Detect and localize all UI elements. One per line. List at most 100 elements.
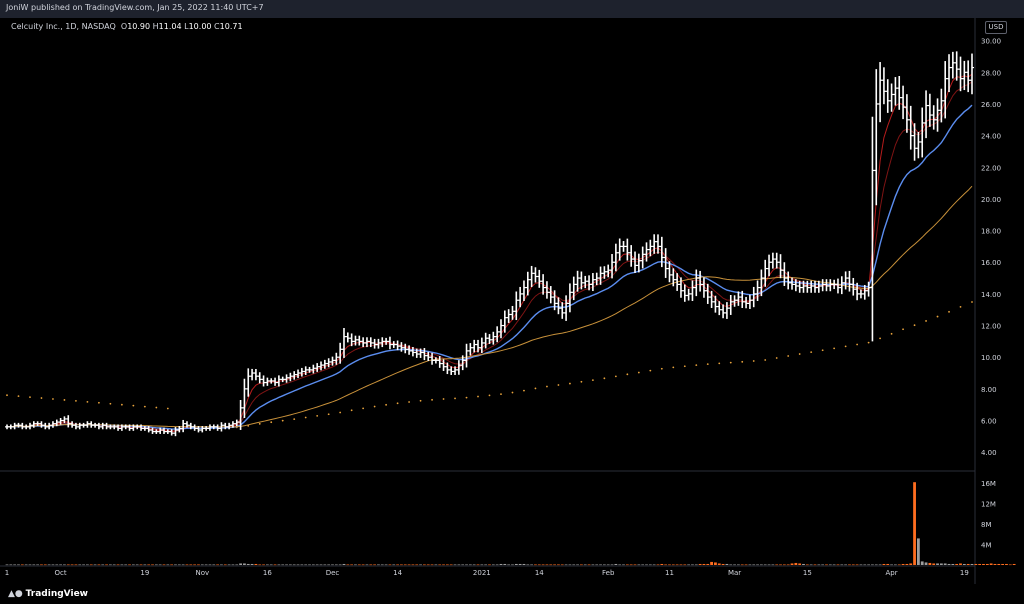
- ohlc-bar: [468, 343, 473, 356]
- ohlc-bar: [927, 93, 932, 127]
- ohlc-bar: [832, 279, 837, 290]
- volume-bar: [951, 563, 955, 565]
- dotted-ma-point: [591, 379, 594, 381]
- volume-bar: [369, 564, 373, 566]
- volume-bar: [220, 564, 223, 566]
- ohlc-bar: [445, 362, 450, 375]
- ohlc-bar: [912, 123, 917, 161]
- symbol-legend: Celcuity Inc., 1D, NASDAQ O10.90 H11.04 …: [11, 22, 243, 31]
- ohlc-bar: [410, 346, 415, 357]
- volume-bar: [147, 564, 151, 566]
- ohlc-bar: [866, 281, 871, 297]
- dotted-moving-average: [6, 301, 973, 429]
- ohlc-bar: [165, 429, 170, 434]
- ohlc-bar: [947, 54, 952, 93]
- volume-bar: [338, 564, 342, 566]
- ohlc-bar: [472, 339, 477, 353]
- ohlc-bar: [311, 364, 316, 374]
- volume-bar: [691, 564, 694, 566]
- volume-bar: [580, 564, 583, 566]
- volume-bar: [101, 564, 105, 566]
- volume-bar: [882, 563, 886, 565]
- ohlc-bar: [422, 347, 427, 361]
- ohlc-bar: [253, 368, 258, 381]
- volume-bar: [97, 564, 101, 566]
- volume-bar: [752, 564, 756, 566]
- volume-bar: [507, 564, 511, 566]
- ohlc-bar: [93, 422, 98, 428]
- ohlc-bar: [950, 51, 955, 79]
- volume-bar: [733, 564, 736, 566]
- dotted-ma-point: [350, 409, 353, 412]
- ohlc-bar: [39, 421, 44, 428]
- ohlc-bar: [407, 345, 412, 355]
- dotted-ma-point: [488, 394, 491, 397]
- volume-bar: [909, 563, 913, 565]
- ohlc-bar: [476, 339, 481, 353]
- dotted-ma-point: [810, 351, 813, 354]
- dotted-ma-point: [6, 394, 8, 397]
- volume-bar: [633, 564, 637, 566]
- ohlc-bar: [104, 422, 109, 430]
- time-tick-label: 1: [5, 569, 9, 577]
- ohlc-bar: [820, 279, 825, 292]
- ohlc-bar: [617, 238, 622, 261]
- volume-bar: [423, 564, 426, 566]
- volume-bar: [687, 564, 691, 566]
- ohlc-bar: [629, 245, 634, 267]
- ohlc-bar: [242, 378, 247, 418]
- volume-bar: [782, 564, 786, 566]
- ohlc-bar: [326, 358, 331, 368]
- volume-bar: [832, 564, 836, 566]
- ohlc-bar: [541, 274, 546, 295]
- ohlc-bar: [24, 424, 29, 430]
- ohlc-bar: [43, 422, 48, 430]
- ohlc-bar: [935, 98, 940, 132]
- ohlc-bar: [96, 422, 101, 430]
- ohlc-bar: [671, 268, 676, 287]
- price-tick-label: 20.00: [981, 196, 1001, 204]
- ohlc-bar: [958, 56, 963, 92]
- volume-bar: [346, 564, 350, 566]
- volume-bar: [89, 564, 93, 566]
- volume-bar: [59, 564, 63, 566]
- ohlc-bar: [924, 90, 929, 139]
- ohlc-bar: [797, 280, 802, 293]
- volume-bar: [304, 564, 308, 566]
- ohlc-bar: [368, 337, 373, 348]
- volume-bar: [878, 564, 882, 566]
- dotted-ma-point: [270, 421, 273, 424]
- price-tick-label: 6.00: [981, 418, 997, 426]
- dotted-ma-point: [454, 397, 456, 400]
- price-chart[interactable]: 30.0028.0026.0024.0022.0020.0018.0016.00…: [0, 18, 1024, 584]
- price-tick-label: 28.00: [981, 69, 1001, 77]
- volume-bar: [989, 563, 993, 565]
- ohlc-bar: [376, 338, 381, 349]
- ohlc-bar: [27, 422, 32, 430]
- ohlc-bar: [119, 424, 124, 431]
- volume-bar: [139, 564, 143, 566]
- volume-bar: [246, 563, 250, 565]
- volume-bar: [518, 563, 522, 565]
- time-tick-label: Dec: [326, 569, 340, 577]
- volume-bar: [675, 564, 679, 566]
- price-tick-label: 18.00: [981, 228, 1001, 236]
- ohlc-bar: [349, 333, 354, 347]
- volume-bar: [706, 563, 710, 565]
- ohlc-bar: [116, 424, 121, 431]
- currency-button[interactable]: USD: [985, 21, 1007, 34]
- time-tick-label: 15: [803, 569, 812, 577]
- ohlc-bar: [211, 424, 216, 430]
- ohlc-bar: [188, 422, 193, 430]
- volume-bar: [292, 564, 296, 566]
- volume-bar: [557, 564, 560, 566]
- volume-bar: [174, 564, 177, 566]
- volume-bar: [595, 564, 599, 566]
- ohlc-bar: [698, 270, 703, 292]
- dotted-ma-point: [798, 353, 801, 355]
- volume-bar: [606, 564, 610, 566]
- volume-bar: [93, 564, 97, 566]
- volume-bar: [825, 564, 828, 566]
- ohlc-bar: [284, 374, 289, 383]
- dotted-ma-point: [787, 355, 790, 357]
